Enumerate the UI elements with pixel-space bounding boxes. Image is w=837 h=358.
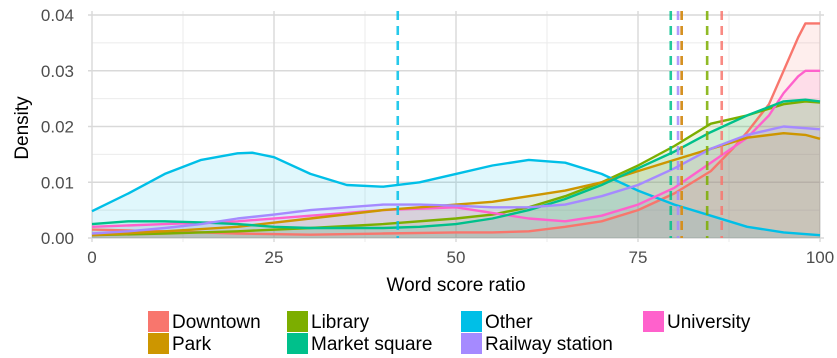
- area-university: [92, 70, 820, 238]
- y-tick-label: 0.02: [41, 118, 74, 137]
- legend-label-downtown: Downtown: [172, 312, 261, 333]
- y-tick-label: 0.00: [41, 229, 74, 248]
- x-axis-ticks: 0 25 50 75 100: [87, 248, 834, 267]
- legend-label-market-square: Market square: [311, 334, 432, 355]
- area-downtown: [92, 23, 820, 239]
- y-tick-label: 0.03: [41, 62, 74, 81]
- line-railway-station: [91, 125, 821, 235]
- legend-label-railway-station: Railway station: [485, 334, 613, 355]
- legend-key-downtown: [148, 311, 169, 332]
- grid: [88, 11, 824, 242]
- x-tick-label: 75: [629, 248, 648, 267]
- legend-key-university: [643, 311, 664, 332]
- mean-lines: [396, 11, 724, 238]
- y-tick-label: 0.04: [41, 6, 74, 25]
- line-downtown: [91, 22, 820, 236]
- legend-key-railway-station: [461, 333, 482, 354]
- legend-key-library: [287, 311, 308, 332]
- y-axis-title: Density: [12, 96, 33, 160]
- legend-key-park: [148, 333, 169, 354]
- x-tick-label: 25: [265, 248, 284, 267]
- legend-key-other: [461, 311, 482, 332]
- x-tick-label: 0: [87, 248, 96, 267]
- y-tick-label: 0.01: [41, 173, 74, 192]
- density-lines: [91, 22, 821, 237]
- legend-label-university: University: [667, 312, 751, 333]
- area-other: [92, 152, 820, 238]
- area-park: [92, 133, 820, 238]
- legend-key-market-square: [287, 333, 308, 354]
- line-park: [91, 132, 821, 237]
- legend-label-park: Park: [172, 334, 212, 355]
- legend-label-library: Library: [311, 312, 370, 333]
- line-other: [91, 151, 821, 237]
- x-axis-title: Word score ratio: [386, 275, 525, 296]
- y-axis-ticks: 0.00 0.01 0.02 0.03 0.04: [41, 6, 74, 248]
- x-tick-label: 100: [806, 248, 834, 267]
- x-tick-label: 50: [447, 248, 466, 267]
- line-university: [91, 69, 820, 228]
- legend-label-other: Other: [485, 312, 533, 333]
